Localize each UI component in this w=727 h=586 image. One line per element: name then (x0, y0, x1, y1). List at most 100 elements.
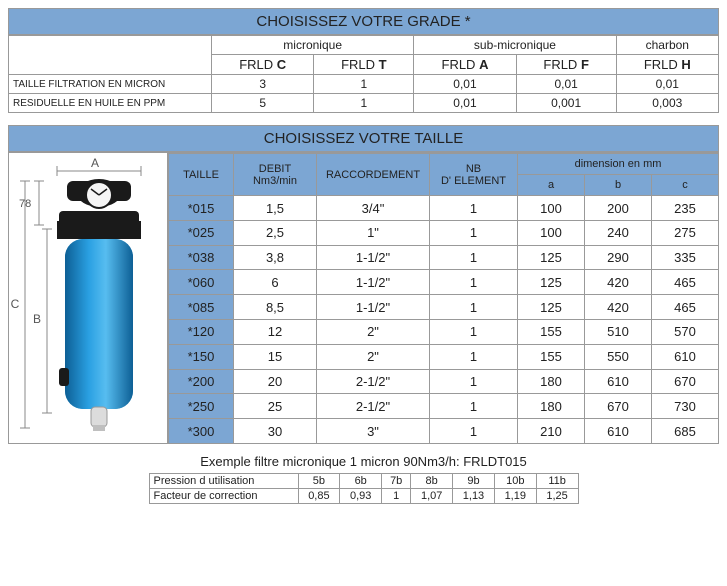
corr-cell: 1,25 (536, 489, 578, 504)
size-cell-taille: *250 (169, 394, 234, 419)
corr-cell: 6b (340, 474, 382, 489)
grade-cell: 0,001 (516, 94, 616, 113)
size-cell-c: 275 (652, 220, 719, 245)
col-racc: RACCORDEMENT (317, 154, 430, 196)
size-row: *0151,53/4"1100200235 (169, 196, 719, 221)
size-row: *250252-1/2"1180670730 (169, 394, 719, 419)
size-cell-nb: 1 (430, 369, 518, 394)
size-cell-taille: *025 (169, 220, 234, 245)
size-table: TAILLE DEBIT Nm3/min RACCORDEMENT NB D' … (168, 153, 719, 444)
size-cell-debit: 12 (234, 320, 317, 345)
size-cell-racc: 2" (317, 320, 430, 345)
size-cell-racc: 2-1/2" (317, 369, 430, 394)
size-cell-nb: 1 (430, 220, 518, 245)
grade-row: TAILLE FILTRATION EN MICRON 3 1 0,01 0,0… (9, 75, 719, 94)
size-cell-a: 155 (518, 344, 585, 369)
grade-cell: 1 (314, 75, 414, 94)
grade-cell: 0,003 (616, 94, 718, 113)
size-row: *200202-1/2"1180610670 (169, 369, 719, 394)
size-cell-a: 100 (518, 196, 585, 221)
size-cell-b: 420 (585, 270, 652, 295)
size-cell-debit: 20 (234, 369, 317, 394)
size-row: *06061-1/2"1125420465 (169, 270, 719, 295)
grade-cell: 0,01 (516, 75, 616, 94)
size-cell-b: 550 (585, 344, 652, 369)
grade-row-label: TAILLE FILTRATION EN MICRON (9, 75, 212, 94)
size-row: *0858,51-1/2"1125420465 (169, 295, 719, 320)
corr-cell: 1,07 (411, 489, 453, 504)
col-a: a (518, 175, 585, 196)
size-cell-b: 290 (585, 245, 652, 270)
grade-code: FRLD T (314, 55, 414, 75)
size-cell-c: 670 (652, 369, 719, 394)
size-cell-taille: *038 (169, 245, 234, 270)
size-cell-racc: 3" (317, 419, 430, 444)
size-cell-racc: 1" (317, 220, 430, 245)
size-cell-nb: 1 (430, 245, 518, 270)
filter-diagram-svg: A 78 B C (9, 153, 167, 443)
example-text: Exemple filtre micronique 1 micron 90Nm3… (8, 454, 719, 469)
svg-text:B: B (33, 312, 41, 326)
grade-cell: 0,01 (414, 94, 516, 113)
size-cell-debit: 8,5 (234, 295, 317, 320)
corr-cell: 1 (382, 489, 411, 504)
size-cell-b: 420 (585, 295, 652, 320)
size-cell-debit: 30 (234, 419, 317, 444)
corr-cell: 11b (536, 474, 578, 489)
size-cell-racc: 1-1/2" (317, 245, 430, 270)
size-cell-debit: 3,8 (234, 245, 317, 270)
size-cell-b: 200 (585, 196, 652, 221)
col-b: b (585, 175, 652, 196)
size-cell-racc: 1-1/2" (317, 295, 430, 320)
size-row: *150152"1155550610 (169, 344, 719, 369)
size-cell-nb: 1 (430, 295, 518, 320)
size-cell-a: 100 (518, 220, 585, 245)
size-cell-racc: 1-1/2" (317, 270, 430, 295)
size-cell-b: 240 (585, 220, 652, 245)
size-row: *0252,51"1100240275 (169, 220, 719, 245)
col-nb: NB D' ELEMENT (430, 154, 518, 196)
size-cell-a: 210 (518, 419, 585, 444)
grade-cell: 3 (212, 75, 314, 94)
size-cell-a: 125 (518, 245, 585, 270)
grade-code: FRLD F (516, 55, 616, 75)
grade-row: RESIDUELLE EN HUILE EN PPM 5 1 0,01 0,00… (9, 94, 719, 113)
size-cell-debit: 15 (234, 344, 317, 369)
grade-group-row: micronique sub-micronique charbon (9, 36, 719, 55)
size-cell-taille: *060 (169, 270, 234, 295)
corr-cell: 9b (453, 474, 495, 489)
size-cell-nb: 1 (430, 419, 518, 444)
size-cell-a: 155 (518, 320, 585, 345)
grade-title: CHOISISSEZ VOTRE GRADE * (8, 8, 719, 35)
size-cell-debit: 2,5 (234, 220, 317, 245)
size-cell-nb: 1 (430, 344, 518, 369)
size-cell-c: 730 (652, 394, 719, 419)
size-cell-debit: 6 (234, 270, 317, 295)
size-cell-racc: 2-1/2" (317, 394, 430, 419)
size-row: *0383,81-1/2"1125290335 (169, 245, 719, 270)
grade-table: micronique sub-micronique charbon FRLD C… (8, 35, 719, 113)
size-cell-b: 670 (585, 394, 652, 419)
size-cell-nb: 1 (430, 320, 518, 345)
grade-cell: 0,01 (414, 75, 516, 94)
filter-diagram: A 78 B C (8, 153, 168, 444)
size-cell-c: 610 (652, 344, 719, 369)
size-cell-taille: *200 (169, 369, 234, 394)
correction-table: Pression d utilisation 5b 6b 7b 8b 9b 10… (149, 473, 579, 504)
col-taille: TAILLE (169, 154, 234, 196)
size-cell-racc: 2" (317, 344, 430, 369)
size-cell-taille: *120 (169, 320, 234, 345)
size-cell-a: 180 (518, 369, 585, 394)
size-cell-racc: 3/4" (317, 196, 430, 221)
size-row: *300303"1210610685 (169, 419, 719, 444)
size-row: *120122"1155510570 (169, 320, 719, 345)
col-debit: DEBIT Nm3/min (234, 154, 317, 196)
size-cell-c: 685 (652, 419, 719, 444)
size-cell-debit: 1,5 (234, 196, 317, 221)
size-cell-a: 125 (518, 295, 585, 320)
grade-group: charbon (616, 36, 718, 55)
svg-text:C: C (11, 297, 20, 311)
col-dim: dimension en mm (518, 154, 719, 175)
size-cell-b: 610 (585, 369, 652, 394)
corr-cell: 8b (411, 474, 453, 489)
